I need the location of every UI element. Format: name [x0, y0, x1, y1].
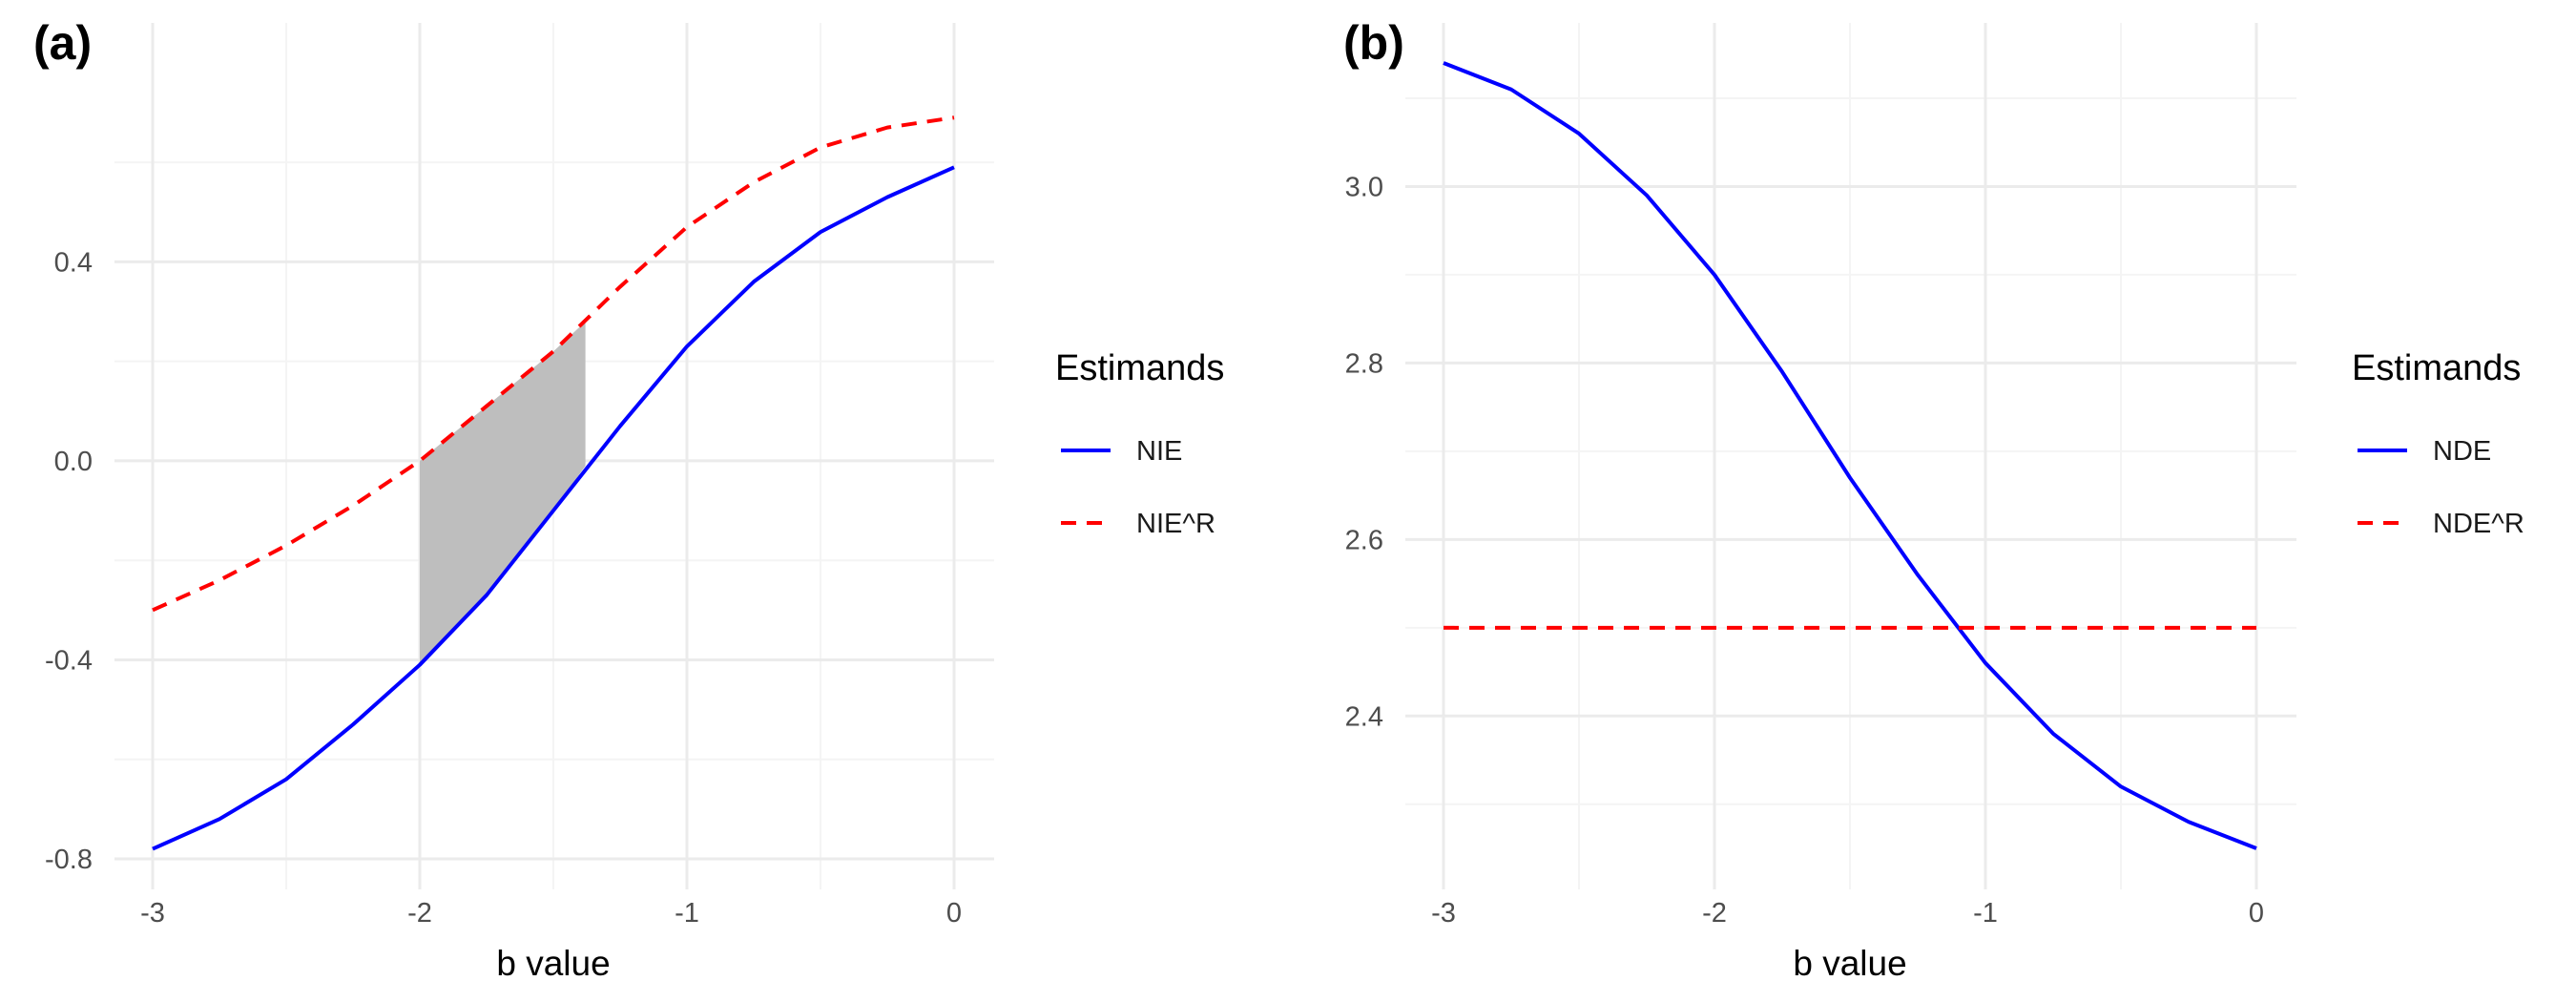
- legend-label: NDE: [2433, 436, 2491, 467]
- legend: Estimands NIE NIE^R: [1055, 348, 1224, 539]
- y-tick-label: -0.4: [45, 645, 93, 676]
- x-tick-label: -1: [675, 898, 699, 929]
- x-axis-title: b value: [1793, 944, 1906, 983]
- x-tick-label: -3: [1431, 898, 1456, 929]
- x-tick-label: -2: [1702, 898, 1727, 929]
- x-tick-label: -2: [407, 898, 432, 929]
- y-tick-label: 3.0: [1345, 172, 1383, 202]
- series-line-nde: [1443, 61, 2257, 850]
- x-tick-label: -1: [1973, 898, 1998, 929]
- series-line-nie: [152, 165, 955, 851]
- panel-label: (a): [33, 16, 92, 70]
- y-tick-label: -0.8: [45, 845, 93, 875]
- panel-b: 2.4 2.6 2.8 3.0 -3 -2 -1 0 b value (b) Estimands ND…: [1343, 16, 2524, 983]
- x-tick-label: -3: [140, 898, 165, 929]
- x-tick-label: 0: [2249, 898, 2264, 929]
- y-tick-label: 0.4: [54, 247, 93, 278]
- y-tick-label: 0.0: [54, 447, 93, 477]
- legend-label: NIE^R: [1136, 509, 1215, 539]
- y-tick-label: 2.4: [1345, 701, 1383, 732]
- x-tick-label: 0: [946, 898, 962, 929]
- panel-a: -0.8 -0.4 0.0 0.4 -3 -2 -1 0 b value (a) Estimands…: [33, 16, 1224, 983]
- legend-title: Estimands: [1055, 348, 1224, 388]
- y-tick-label: 2.6: [1345, 525, 1383, 555]
- panel-label: (b): [1343, 16, 1404, 70]
- legend-label: NDE^R: [2433, 509, 2524, 539]
- legend: Estimands NDE NDE^R: [2352, 348, 2524, 539]
- legend-label: NIE: [1136, 436, 1182, 467]
- legend-title: Estimands: [2352, 348, 2521, 388]
- shaded-region: [420, 321, 586, 665]
- y-tick-label: 2.8: [1345, 348, 1383, 379]
- x-axis-title: b value: [496, 944, 610, 983]
